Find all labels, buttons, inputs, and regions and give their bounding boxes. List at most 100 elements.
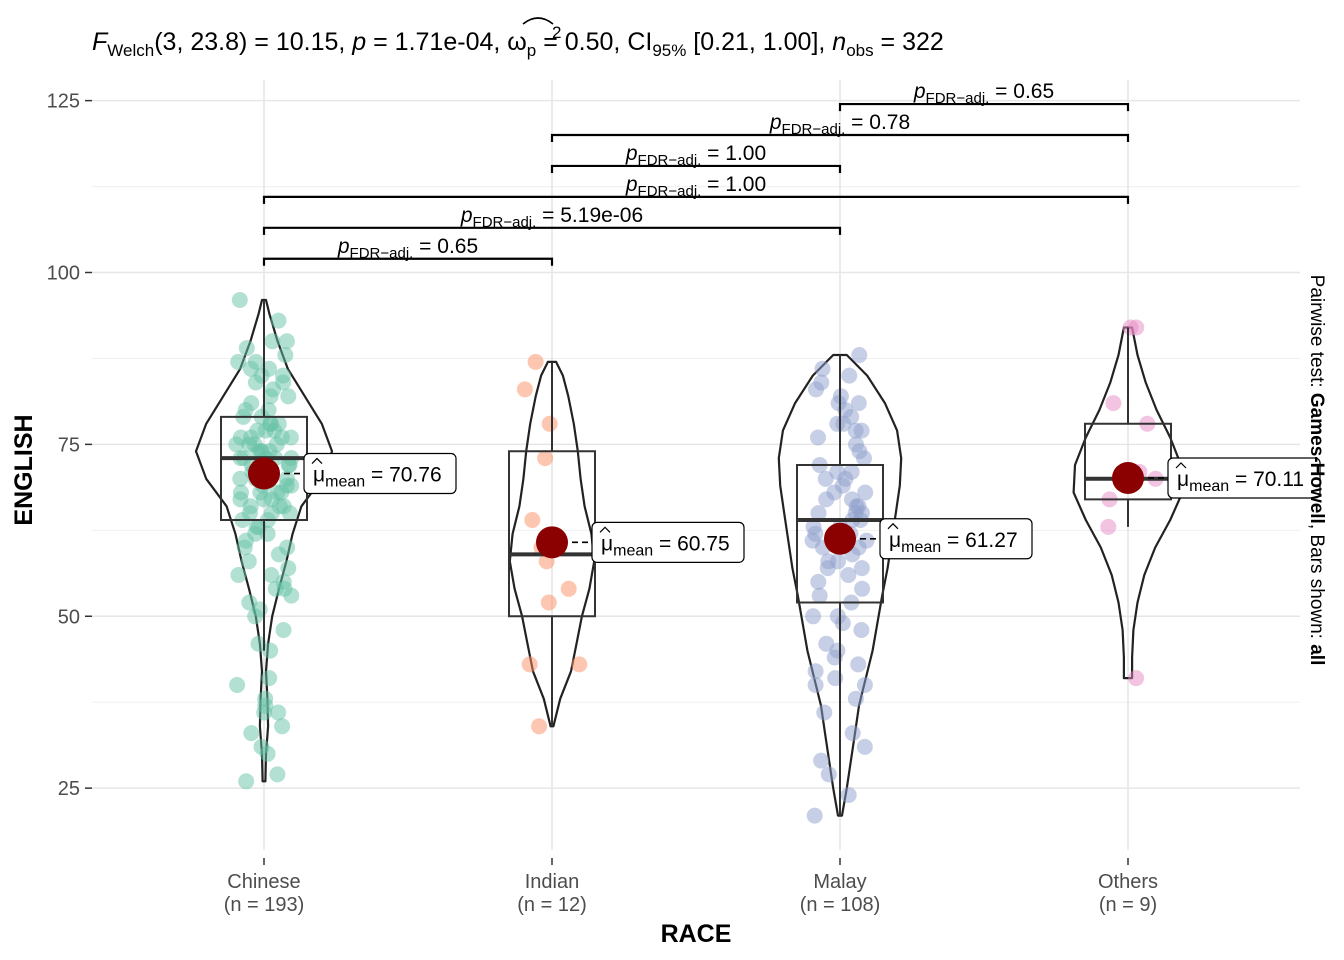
data-point [261, 670, 278, 687]
data-point [241, 594, 258, 611]
data-point [527, 353, 544, 370]
data-point [275, 573, 292, 590]
comparison-label: pFDR−adj. = 0.78 [769, 111, 910, 138]
mean-label-box [591, 521, 745, 563]
x-tick-label: Malay [813, 871, 866, 893]
boxes [220, 300, 1172, 816]
data-point [847, 690, 864, 707]
title-effect-sup: 2 [552, 23, 561, 42]
title-p-label: p [351, 28, 366, 56]
data-point [1105, 395, 1122, 412]
data-point [814, 360, 831, 377]
mean-label-symbol: μ [1177, 468, 1189, 491]
mean-label-box [1167, 457, 1321, 499]
comparison-bracket [262, 226, 842, 235]
data-point [850, 656, 867, 673]
data-point [521, 656, 538, 673]
x-tick-label: Chinese [227, 871, 300, 893]
comparison-p-sub: FDR−adj. [782, 121, 846, 138]
mean-label-value: = 70.76 [365, 464, 441, 487]
mean-label-sub: mean [613, 542, 653, 559]
data-point [811, 587, 828, 604]
mean-label-symbol: μ [601, 532, 613, 555]
data-point [253, 738, 270, 755]
x-tick-count-label: (n = 193) [224, 894, 305, 916]
data-point [853, 622, 870, 638]
data-point [820, 766, 837, 783]
y-axis-label: ENGLISH [10, 414, 38, 525]
data-point [229, 677, 246, 693]
data-point [269, 766, 286, 783]
title-effect-name: ω [507, 28, 527, 56]
data-point [805, 518, 822, 535]
y-tick-label: 50 [58, 606, 80, 628]
data-point [232, 470, 249, 487]
data-point [806, 807, 823, 824]
chart-title: FWelch(3, 23.8) = 10.15, p = 1.71e-04, ω… [92, 28, 944, 60]
data-point [238, 340, 255, 357]
data-point [829, 463, 846, 480]
mean-label-hat [599, 526, 611, 533]
y-tick-label: 25 [58, 778, 80, 800]
data-point [243, 725, 260, 742]
data-point [282, 429, 299, 446]
mean-point [824, 522, 856, 555]
caption-bars: all [1306, 644, 1327, 665]
data-point [270, 312, 287, 329]
comparison-p-label: p [769, 111, 782, 134]
data-point [560, 580, 577, 597]
y-tick-label: 125 [47, 91, 80, 113]
data-point [571, 656, 588, 673]
comparison-p-label: p [913, 80, 926, 103]
mean-point [536, 526, 568, 559]
data-point [810, 505, 827, 522]
title-ci-label: CI [627, 28, 652, 56]
data-point [249, 422, 266, 439]
data-point [540, 594, 557, 611]
data-point [813, 752, 830, 769]
title-stat-name: F [92, 28, 109, 56]
comparison-p-value: = 0.78 [845, 111, 910, 134]
data-point [856, 677, 873, 693]
data-point [541, 415, 558, 432]
mean-label-sub: mean [1189, 478, 1229, 495]
comparison-p-label: p [625, 142, 638, 165]
data-point [807, 677, 824, 693]
x-axis: Chinese(n = 193)Indian(n = 12)Malay(n = … [224, 858, 1158, 916]
data-point [278, 333, 295, 350]
data-point [230, 567, 247, 583]
comparison-p-value: = 5.19e-06 [536, 204, 643, 227]
data-point [243, 395, 260, 412]
data-point [279, 470, 295, 487]
title-stat-sub: Welch [107, 41, 154, 60]
y-tick-label: 75 [58, 434, 80, 456]
data-point [230, 353, 247, 370]
data-point [829, 415, 846, 432]
data-point [848, 436, 864, 453]
data-point [277, 347, 294, 363]
data-point [233, 484, 249, 501]
data-point [844, 491, 860, 508]
data-point [851, 347, 868, 363]
caption: Pairwise test: Games-Howell, Bars shown:… [1306, 275, 1327, 666]
mean-point [248, 457, 280, 490]
data-point [1100, 518, 1117, 535]
title-effect-hat [522, 17, 554, 25]
data-point [516, 381, 533, 398]
data-point [820, 553, 837, 570]
data-point [807, 663, 824, 680]
data-point [841, 367, 858, 384]
data-point [850, 395, 867, 412]
comparison-p-sub: FDR−adj. [473, 214, 537, 231]
data-point [257, 690, 274, 707]
comparison-label: pFDR−adj. = 1.00 [625, 142, 766, 169]
comparison-p-sub: FDR−adj. [350, 245, 414, 262]
data-point [263, 567, 280, 583]
data-point [264, 333, 281, 350]
data-point [262, 642, 279, 659]
data-point [270, 704, 287, 721]
caption-prefix: Pairwise test: [1306, 275, 1327, 393]
mean-label: μmean = 60.75 [601, 532, 730, 559]
